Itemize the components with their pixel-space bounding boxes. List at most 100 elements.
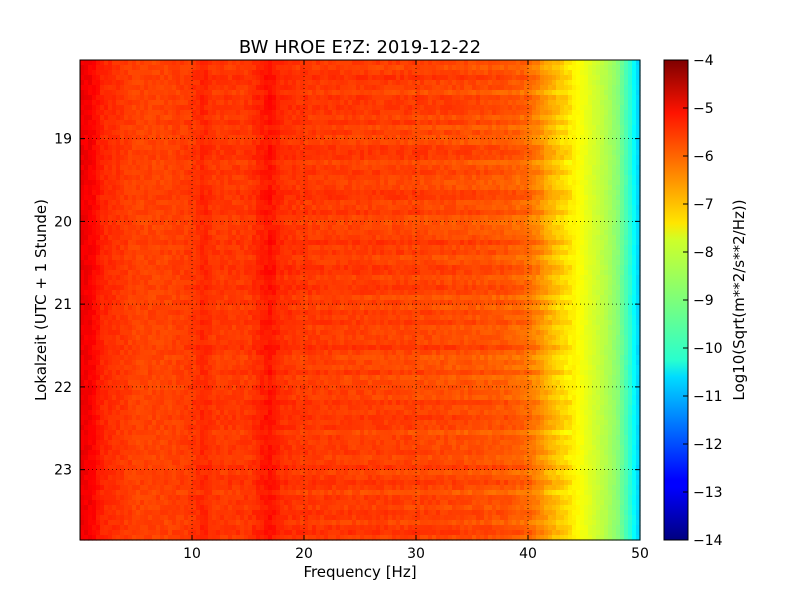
- heatmap-cell: [212, 85, 217, 91]
- heatmap-cell: [468, 175, 473, 181]
- heatmap-cell: [96, 195, 101, 201]
- heatmap-cell: [152, 115, 157, 121]
- heatmap-cell: [92, 170, 97, 176]
- heatmap-cell: [80, 200, 85, 206]
- heatmap-cell: [108, 120, 113, 126]
- heatmap-cell: [604, 215, 609, 221]
- heatmap-cell: [548, 175, 553, 181]
- heatmap-cell: [100, 190, 105, 196]
- heatmap-cell: [472, 220, 477, 226]
- heatmap-cell: [544, 215, 549, 221]
- heatmap-cell: [636, 105, 641, 111]
- heatmap-cell: [204, 170, 209, 176]
- heatmap-cell: [116, 120, 121, 126]
- heatmap-cell: [216, 115, 221, 121]
- heatmap-cell: [420, 140, 425, 146]
- heatmap-cell: [404, 140, 409, 146]
- heatmap-cell: [296, 130, 301, 136]
- heatmap-cell: [404, 75, 409, 81]
- heatmap-cell: [420, 195, 425, 201]
- heatmap-cell: [508, 70, 513, 76]
- heatmap-cell: [384, 65, 389, 71]
- heatmap-cell: [416, 95, 421, 101]
- heatmap-cell: [456, 235, 461, 241]
- heatmap-cell: [80, 135, 85, 141]
- heatmap-cell: [520, 150, 525, 156]
- heatmap-cell: [264, 195, 269, 201]
- heatmap-cell: [572, 205, 577, 211]
- heatmap-cell: [260, 120, 265, 126]
- heatmap-cell: [540, 65, 545, 71]
- heatmap-cell: [500, 100, 505, 106]
- heatmap-cell: [256, 65, 261, 71]
- heatmap-cell: [148, 75, 153, 81]
- heatmap-cell: [576, 180, 581, 186]
- heatmap-cell: [536, 75, 541, 81]
- heatmap-cell: [576, 185, 581, 191]
- heatmap-cell: [292, 175, 297, 181]
- heatmap-cell: [452, 75, 457, 81]
- heatmap-cell: [232, 205, 237, 211]
- heatmap-cell: [368, 170, 373, 176]
- heatmap-cell: [192, 130, 197, 136]
- heatmap-cell: [400, 65, 405, 71]
- heatmap-cell: [556, 225, 561, 231]
- heatmap-cell: [560, 175, 565, 181]
- heatmap-cell: [532, 95, 537, 101]
- heatmap-cell: [596, 65, 601, 71]
- heatmap-cell: [260, 165, 265, 171]
- heatmap-cell: [108, 65, 113, 71]
- heatmap-cell: [632, 205, 637, 211]
- heatmap-cell: [264, 185, 269, 191]
- heatmap-cell: [256, 195, 261, 201]
- heatmap-cell: [620, 60, 625, 66]
- heatmap-cell: [336, 65, 341, 71]
- heatmap-cell: [168, 220, 173, 226]
- heatmap-cell: [224, 90, 229, 96]
- heatmap-cell: [396, 170, 401, 176]
- heatmap-cell: [548, 200, 553, 206]
- heatmap-cell: [560, 140, 565, 146]
- heatmap-cell: [620, 95, 625, 101]
- heatmap-cell: [164, 170, 169, 176]
- heatmap-cell: [492, 190, 497, 196]
- heatmap-cell: [368, 105, 373, 111]
- heatmap-cell: [528, 210, 533, 216]
- heatmap-cell: [376, 75, 381, 81]
- heatmap-cell: [332, 95, 337, 101]
- heatmap-cell: [272, 225, 277, 231]
- heatmap-cell: [196, 185, 201, 191]
- heatmap-cell: [128, 125, 133, 131]
- heatmap-cell: [272, 215, 277, 221]
- heatmap-cell: [452, 135, 457, 141]
- heatmap-cell: [84, 235, 89, 241]
- heatmap-cell: [136, 90, 141, 96]
- heatmap-cell: [204, 155, 209, 161]
- heatmap-cell: [616, 175, 621, 181]
- heatmap-cell: [512, 100, 517, 106]
- heatmap-cell: [320, 140, 325, 146]
- heatmap-cell: [340, 70, 345, 76]
- heatmap-cell: [284, 80, 289, 86]
- heatmap-cell: [556, 70, 561, 76]
- heatmap-cell: [400, 180, 405, 186]
- heatmap-cell: [604, 155, 609, 161]
- heatmap-cell: [188, 60, 193, 66]
- heatmap-cell: [364, 140, 369, 146]
- heatmap-cell: [140, 190, 145, 196]
- heatmap-cell: [460, 210, 465, 216]
- heatmap-cell: [600, 80, 605, 86]
- heatmap-cell: [188, 175, 193, 181]
- heatmap-cell: [308, 140, 313, 146]
- heatmap-cell: [308, 75, 313, 81]
- heatmap-cell: [460, 60, 465, 66]
- heatmap-cell: [368, 235, 373, 241]
- heatmap-cell: [508, 90, 513, 96]
- heatmap-cell: [556, 150, 561, 156]
- heatmap-cell: [504, 200, 509, 206]
- heatmap-cell: [508, 210, 513, 216]
- heatmap-cell: [408, 160, 413, 166]
- heatmap-cell: [104, 210, 109, 216]
- heatmap-cell: [192, 200, 197, 206]
- heatmap-cell: [252, 60, 257, 66]
